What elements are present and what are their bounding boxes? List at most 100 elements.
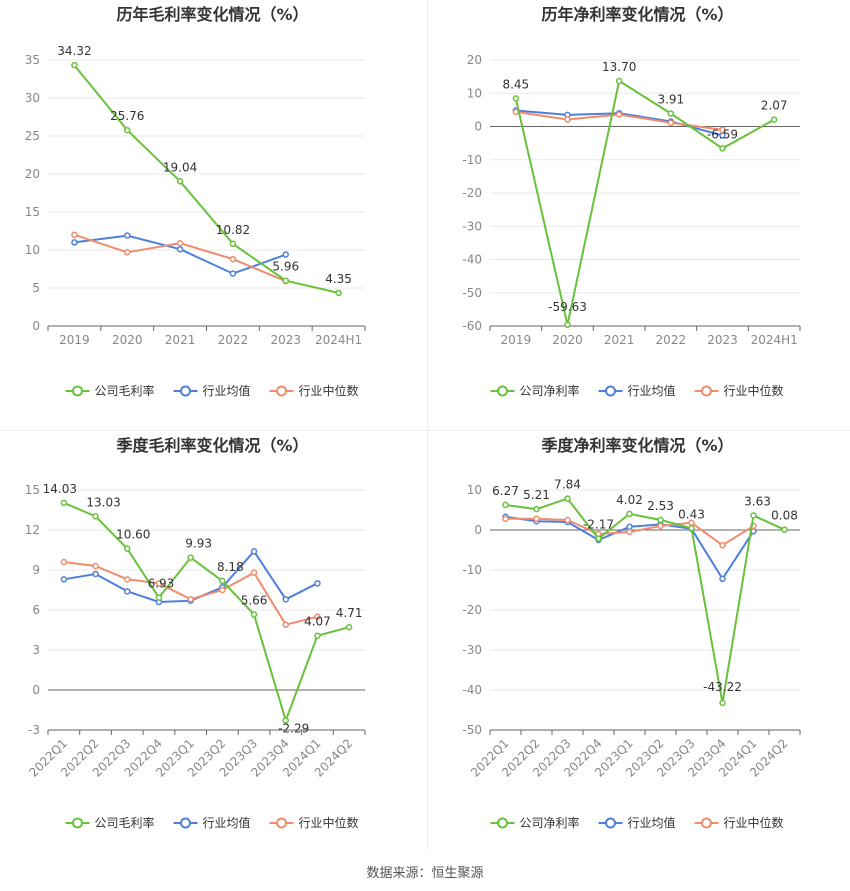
data-point-company[interactable] — [71, 61, 78, 69]
data-point-median[interactable] — [533, 515, 540, 523]
data-point-company[interactable] — [688, 525, 695, 532]
legend-item-avg[interactable]: 行业均值 — [173, 383, 251, 398]
data-point-median[interactable] — [60, 558, 68, 566]
data-label: 0.08 — [771, 509, 798, 523]
data-point-company[interactable] — [719, 145, 726, 152]
data-point-avg[interactable] — [250, 548, 258, 555]
data-point-company[interactable] — [229, 240, 237, 248]
data-point-median[interactable] — [615, 111, 623, 118]
data-point-company[interactable] — [219, 577, 226, 585]
data-point-company[interactable] — [781, 526, 788, 533]
data-point-company[interactable] — [770, 116, 778, 123]
data-point-company[interactable] — [124, 545, 131, 552]
legend-item-company[interactable]: 公司净利率 — [490, 383, 580, 398]
data-point-avg[interactable] — [719, 575, 726, 583]
legend-marker — [701, 817, 712, 829]
series-line-median — [63, 561, 318, 626]
data-point-company[interactable] — [60, 499, 68, 507]
data-point-company[interactable] — [124, 126, 131, 134]
data-label: 4.07 — [304, 615, 331, 629]
data-label: -2.29 — [278, 722, 309, 736]
data-point-avg[interactable] — [92, 570, 99, 578]
data-point-company[interactable] — [615, 77, 623, 85]
data-point-avg[interactable] — [229, 270, 237, 277]
data-point-median[interactable] — [155, 580, 163, 587]
data-point-avg[interactable] — [314, 580, 321, 587]
data-point-avg[interactable] — [282, 251, 289, 258]
legend-item-company[interactable]: 公司毛利率 — [65, 815, 155, 830]
data-point-median[interactable] — [71, 231, 78, 239]
data-point-company[interactable] — [564, 321, 571, 329]
legend-item-median[interactable]: 行业中位数 — [694, 815, 784, 830]
data-point-median[interactable] — [626, 528, 633, 536]
data-point-company[interactable] — [155, 594, 163, 601]
data-point-median[interactable] — [564, 516, 571, 524]
data-point-median[interactable] — [219, 586, 226, 594]
data-point-company[interactable] — [345, 623, 353, 631]
data-point-median[interactable] — [229, 255, 237, 263]
data-point-company[interactable] — [314, 632, 321, 639]
data-point-company[interactable] — [92, 513, 99, 520]
data-point-avg[interactable] — [124, 588, 131, 595]
data-point-company[interactable] — [335, 289, 342, 297]
data-point-company[interactable] — [176, 178, 184, 185]
data-point-median[interactable] — [502, 515, 509, 523]
y-tick-label: 6 — [32, 603, 40, 617]
data-point-company[interactable] — [595, 535, 602, 542]
data-point-median[interactable] — [564, 116, 571, 123]
data-point-company[interactable] — [282, 717, 289, 724]
data-point-median[interactable] — [719, 126, 726, 134]
data-point-company[interactable] — [657, 516, 664, 524]
data-point-company[interactable] — [719, 699, 726, 707]
y-tick-label: -40 — [462, 253, 482, 267]
legend-item-company[interactable]: 公司毛利率 — [65, 383, 155, 398]
data-point-avg[interactable] — [60, 576, 68, 583]
y-tick-label: 20 — [25, 167, 40, 181]
data-point-company[interactable] — [502, 501, 509, 509]
chart-title: 历年毛利率变化情况（%） — [116, 5, 308, 24]
data-point-company[interactable] — [626, 510, 633, 518]
legend-item-median[interactable]: 行业中位数 — [269, 383, 359, 398]
data-point-avg[interactable] — [176, 245, 184, 253]
data-point-median[interactable] — [667, 119, 675, 127]
data-point-median[interactable] — [719, 541, 726, 549]
data-point-avg[interactable] — [124, 232, 131, 239]
data-point-avg[interactable] — [282, 596, 289, 603]
data-point-avg[interactable] — [626, 523, 633, 531]
data-point-median[interactable] — [187, 596, 194, 603]
y-tick-label: 3 — [32, 643, 40, 657]
data-point-company[interactable] — [512, 95, 520, 102]
y-tick-label: 0 — [474, 120, 482, 134]
data-point-company[interactable] — [282, 277, 289, 284]
legend-item-avg[interactable]: 行业均值 — [598, 815, 676, 830]
y-tick-label: 0 — [474, 523, 482, 537]
x-tick-label: 2020 — [552, 333, 583, 347]
legend-marker — [497, 817, 508, 829]
data-point-median[interactable] — [657, 522, 664, 530]
data-point-company[interactable] — [667, 110, 675, 117]
data-point-median[interactable] — [124, 249, 131, 256]
legend-item-avg[interactable]: 行业均值 — [598, 383, 676, 398]
data-point-company[interactable] — [187, 554, 194, 561]
data-label: -43.22 — [703, 680, 742, 694]
y-tick-label: 10 — [467, 86, 482, 100]
data-point-median[interactable] — [124, 576, 131, 583]
data-point-avg[interactable] — [71, 239, 78, 246]
legend-item-median[interactable]: 行业中位数 — [694, 383, 784, 398]
data-point-median[interactable] — [176, 239, 184, 247]
legend-item-median[interactable]: 行业中位数 — [269, 815, 359, 830]
data-point-company[interactable] — [250, 611, 258, 618]
data-point-company[interactable] — [533, 505, 540, 513]
data-label: 8.45 — [502, 77, 529, 91]
data-point-median[interactable] — [282, 621, 289, 628]
legend-item-avg[interactable]: 行业均值 — [173, 815, 251, 830]
data-point-company[interactable] — [564, 495, 571, 502]
legend-item-company[interactable]: 公司净利率 — [490, 815, 580, 830]
data-label: 2.53 — [647, 499, 674, 513]
x-tick-label: 2021 — [165, 333, 196, 347]
data-point-median[interactable] — [314, 613, 321, 620]
data-point-company[interactable] — [750, 512, 757, 519]
data-point-median[interactable] — [250, 569, 258, 576]
data-point-median[interactable] — [92, 562, 99, 570]
data-source: 数据来源：恒生聚源 — [366, 866, 484, 881]
